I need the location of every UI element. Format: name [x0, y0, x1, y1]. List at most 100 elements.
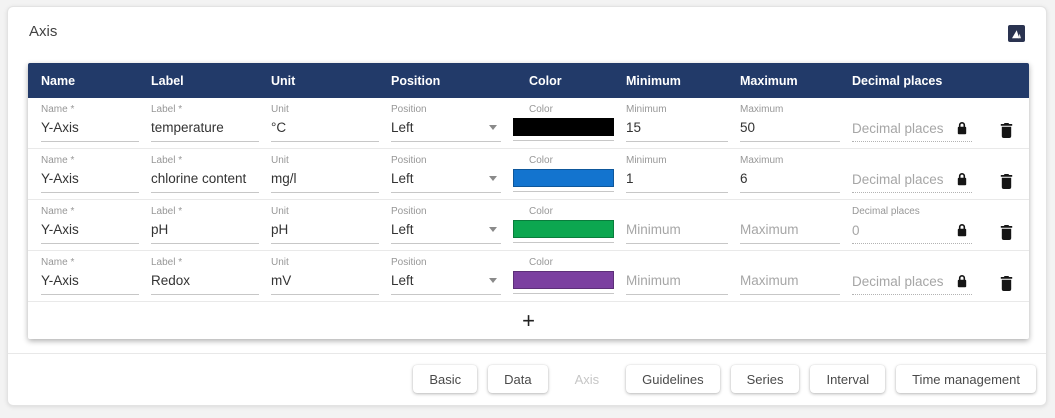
export-image-button[interactable] — [1008, 25, 1025, 42]
decimal-places-input[interactable] — [852, 220, 954, 243]
decimal-places-cell: Decimal places — [852, 200, 984, 250]
label-input[interactable] — [151, 270, 259, 295]
tab-interval[interactable]: Interval — [810, 365, 886, 393]
color-swatch[interactable] — [513, 169, 614, 187]
maximum-cell: Maximum — [740, 149, 852, 199]
minimum-input[interactable] — [626, 219, 728, 244]
name-input[interactable] — [41, 117, 139, 142]
name-cell: Name * — [41, 98, 151, 148]
position-select[interactable]: Left — [391, 219, 501, 244]
maximum-input[interactable] — [740, 168, 840, 193]
unit-input[interactable] — [271, 270, 379, 295]
position-cell: Position Left — [391, 98, 513, 148]
add-axis-button[interactable]: + — [28, 302, 1029, 339]
decimal-field — [852, 219, 972, 244]
label-input[interactable] — [151, 219, 259, 244]
color-swatch[interactable] — [513, 118, 614, 136]
label-floating-label: Label * — [151, 104, 183, 115]
decimal-floating-label — [852, 155, 972, 167]
settings-nav-buttons: Basic Data Axis Guidelines Series Interv… — [413, 365, 1036, 393]
label-floating-label: Label * — [151, 206, 183, 217]
position-select[interactable]: Left — [391, 270, 501, 295]
position-select[interactable]: Left — [391, 117, 501, 142]
name-floating-label: Name * — [41, 206, 75, 217]
color-field-underline — [513, 169, 614, 192]
tab-series[interactable]: Series — [730, 365, 800, 393]
decimal-places-input[interactable] — [852, 169, 954, 192]
name-input[interactable] — [41, 270, 139, 295]
table-row: Name * Label * Unit Position Left Color — [28, 200, 1029, 251]
chevron-down-icon — [489, 278, 497, 283]
tab-time-management[interactable]: Time management — [896, 365, 1036, 393]
axis-table: Name Label Unit Position Color Minimum M… — [28, 63, 1029, 339]
name-floating-label: Name * — [41, 104, 75, 115]
position-cell: Position Left — [391, 251, 513, 301]
unit-input[interactable] — [271, 219, 379, 244]
footer-divider — [8, 353, 1046, 354]
decimal-places-input[interactable] — [852, 118, 954, 141]
unit-input[interactable] — [271, 117, 379, 142]
page-title: Axis — [29, 23, 58, 40]
column-header-unit: Unit — [271, 73, 296, 88]
decimal-places-input[interactable] — [852, 271, 954, 294]
minimum-input[interactable] — [626, 117, 728, 142]
position-floating-label: Position — [391, 155, 427, 166]
name-cell: Name * — [41, 149, 151, 199]
maximum-input[interactable] — [740, 270, 840, 295]
unit-input[interactable] — [271, 168, 379, 193]
delete-row-button[interactable] — [1000, 122, 1013, 138]
minimum-input[interactable] — [626, 270, 728, 295]
color-swatch[interactable] — [513, 271, 614, 289]
label-input[interactable] — [151, 117, 259, 142]
minimum-input[interactable] — [626, 168, 728, 193]
position-cell: Position Left — [391, 200, 513, 250]
decimal-places-cell — [852, 251, 984, 301]
color-field-underline — [513, 118, 614, 141]
trash-icon — [1000, 224, 1013, 240]
color-cell: Color — [513, 149, 626, 199]
label-floating-label: Label * — [151, 257, 183, 268]
row-actions — [984, 200, 1029, 250]
chevron-down-icon — [489, 227, 497, 232]
position-selected-value: Left — [391, 171, 414, 186]
column-header-name: Name — [41, 73, 76, 88]
maximum-input[interactable] — [740, 219, 840, 244]
color-cell: Color — [513, 98, 626, 148]
column-header-position: Position — [391, 73, 441, 88]
name-cell: Name * — [41, 251, 151, 301]
name-input[interactable] — [41, 168, 139, 193]
color-swatch[interactable] — [513, 220, 614, 238]
position-select[interactable]: Left — [391, 168, 501, 193]
table-header-row: Name Label Unit Position Color Minimum M… — [28, 63, 1029, 98]
tab-basic[interactable]: Basic — [413, 365, 478, 393]
lock-button[interactable] — [954, 272, 970, 290]
lock-icon — [957, 224, 967, 237]
lock-button[interactable] — [954, 170, 970, 188]
minimum-floating-label — [626, 206, 728, 218]
maximum-input[interactable] — [740, 117, 840, 142]
name-floating-label: Name * — [41, 155, 75, 166]
label-input[interactable] — [151, 168, 259, 193]
color-floating-label: Color — [529, 155, 553, 166]
trash-icon — [1000, 275, 1013, 291]
color-field-underline — [513, 220, 614, 243]
lock-button[interactable] — [954, 119, 970, 137]
decimal-floating-label — [852, 257, 972, 269]
maximum-floating-label — [740, 206, 840, 218]
position-floating-label: Position — [391, 206, 427, 217]
unit-floating-label: Unit — [271, 206, 289, 217]
position-cell: Position Left — [391, 149, 513, 199]
chevron-down-icon — [489, 125, 497, 130]
color-floating-label: Color — [529, 206, 553, 217]
delete-row-button[interactable] — [1000, 224, 1013, 240]
name-input[interactable] — [41, 219, 139, 244]
tab-data[interactable]: Data — [488, 365, 548, 393]
decimal-field — [852, 117, 972, 142]
delete-row-button[interactable] — [1000, 173, 1013, 189]
label-cell: Label * — [151, 149, 271, 199]
delete-row-button[interactable] — [1000, 275, 1013, 291]
lock-button[interactable] — [954, 221, 970, 239]
tab-guidelines[interactable]: Guidelines — [626, 365, 720, 393]
table-row: Name * Label * Unit Position Left Color — [28, 98, 1029, 149]
column-header-decimal-places: Decimal places — [852, 73, 943, 88]
